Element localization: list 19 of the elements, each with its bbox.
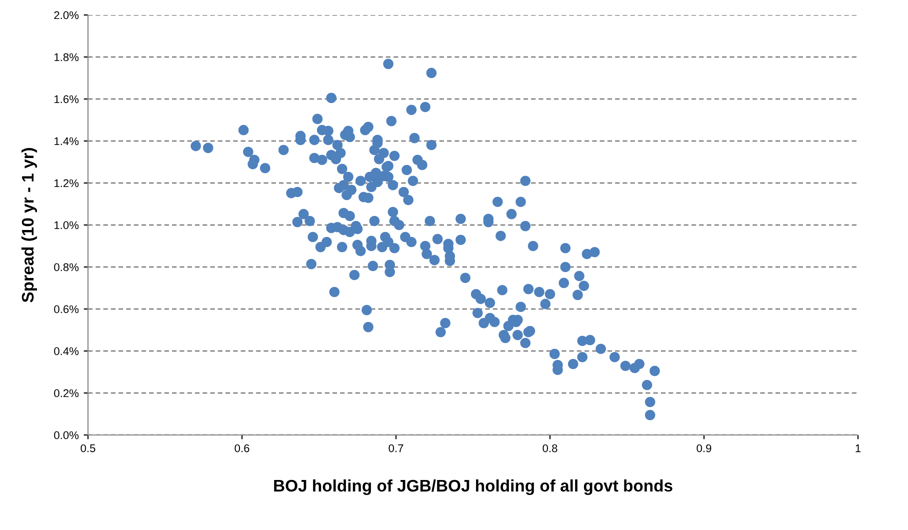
y-tick-label: 0.6%	[54, 305, 79, 314]
y-tick-label: 0.8%	[54, 263, 79, 272]
y-tick-label: 0.0%	[54, 431, 79, 440]
y-tick-label: 1.6%	[54, 95, 79, 104]
y-axis-title: Spread (10 yr - 1 yr)	[21, 148, 37, 302]
y-tick-label: 2.0%	[54, 11, 79, 20]
y-tick-label: 0.4%	[54, 347, 79, 356]
x-tick-label: 0.7	[388, 444, 404, 452]
x-tick-label: 0.9	[696, 444, 712, 452]
x-axis-title: BOJ holding of JGB/BOJ holding of all govt bonds	[274, 479, 672, 495]
x-tick-label: 0.8	[542, 444, 558, 452]
y-tick-label: 1.8%	[54, 53, 79, 62]
x-tick-label: 0.5	[80, 444, 96, 452]
x-tick-label: 0.6	[234, 444, 250, 452]
y-tick-label: 0.2%	[54, 389, 79, 398]
x-tick-label: 1	[856, 444, 861, 452]
y-tick-label: 1.2%	[54, 179, 79, 188]
y-tick-label: 1.4%	[54, 137, 79, 146]
y-tick-label: 1.0%	[54, 221, 79, 230]
